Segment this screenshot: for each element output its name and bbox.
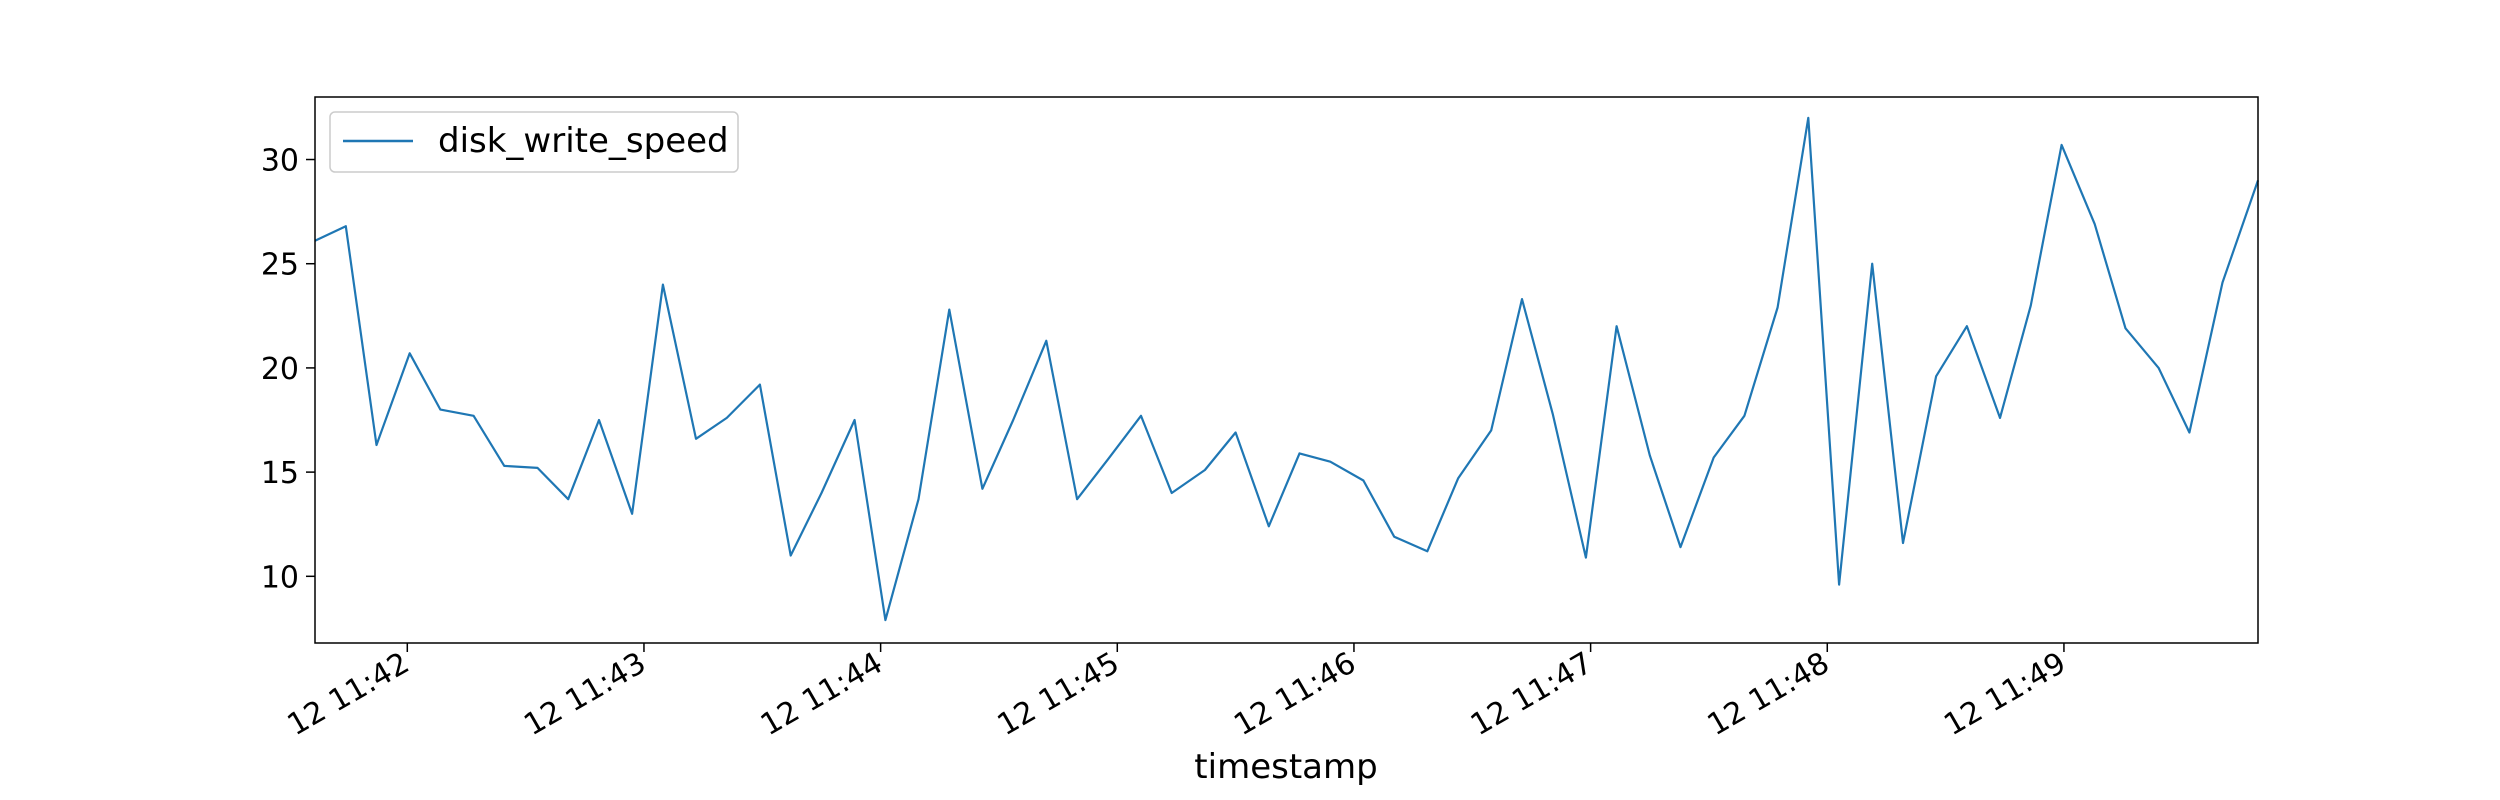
x-tick-label: 12 11:45 [992, 646, 1126, 743]
x-tick-label: 12 11:44 [755, 646, 889, 743]
y-tick-label: 15 [261, 456, 299, 491]
x-tick-label: 12 11:47 [1465, 646, 1599, 743]
x-axis-title: timestamp [1194, 747, 1377, 787]
y-tick-label: 25 [261, 248, 299, 283]
x-tick-label: 12 11:43 [518, 646, 652, 743]
legend-box [329, 111, 739, 173]
legend-label: disk_write_speed [438, 121, 729, 161]
series-layer [314, 116, 2260, 622]
y-tick-label: 20 [261, 352, 299, 387]
y-tick-label: 30 [261, 144, 299, 179]
x-tick-label: 12 11:48 [1702, 646, 1836, 743]
plot-frame [314, 96, 2259, 644]
series-line-disk_write_speed [314, 116, 2260, 622]
x-tick-label: 12 11:42 [282, 646, 416, 743]
x-tick-label: 12 11:46 [1228, 646, 1362, 743]
y-tick-label: 10 [261, 560, 299, 595]
legend: disk_write_speed [329, 111, 739, 173]
x-tick-label: 12 11:49 [1938, 646, 2072, 743]
axis-ticks: 10 15 20 25 30 12 11:42 12 11:43 12 11:44 12 11:… [261, 144, 2072, 743]
